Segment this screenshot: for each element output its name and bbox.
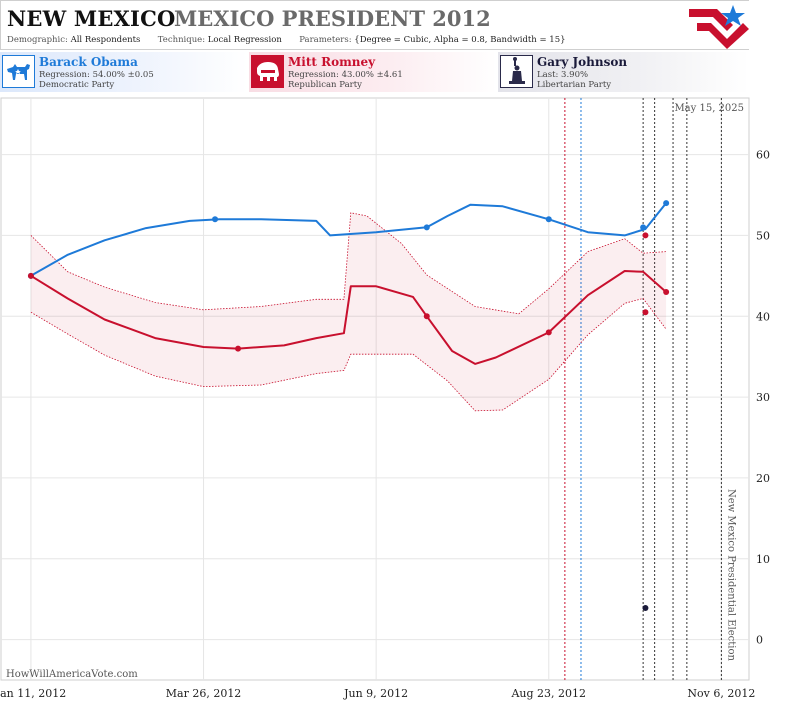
obama-poll-point	[423, 224, 430, 231]
romney-poll-point	[27, 272, 34, 279]
romney-poll-point	[545, 329, 552, 336]
donkey-icon	[2, 55, 35, 88]
parameters-value: {Degree = Cubic, Alpha = 0.8, Bandwidth …	[354, 35, 566, 45]
plot-frame	[0, 97, 750, 681]
y-tick-label: 30	[756, 391, 770, 404]
romney-poll-point	[235, 345, 242, 352]
candidate-name: Gary Johnson	[537, 55, 628, 69]
election-label: New Mexico Presidential Election	[725, 489, 736, 662]
y-tick-label: 60	[756, 149, 770, 162]
obama-trend-line	[29, 202, 668, 277]
candidate-card-obama: Barack Obama Regression: 54.00% ±0.05 De…	[0, 52, 248, 92]
candidate-card-johnson: Gary Johnson Last: 3.90% Libertarian Par…	[498, 52, 749, 92]
candidate-name: Barack Obama	[39, 55, 138, 69]
y-tick-label: 40	[756, 310, 770, 323]
obama-poll-point	[212, 216, 219, 223]
state-title: NEW MEXICO	[7, 6, 176, 31]
x-tick-label: Jun 9, 2012	[343, 687, 408, 700]
x-tick-label: Jan 11, 2012	[0, 687, 66, 700]
date-stamp: May 15, 2025	[674, 103, 744, 114]
candidate-stat: Regression: 43.00% ±4.61	[288, 70, 403, 80]
statue-of-liberty-icon	[500, 55, 533, 88]
technique-key: Technique:	[157, 35, 206, 45]
elephant-icon	[251, 55, 284, 88]
candidate-party: Democratic Party	[39, 80, 115, 90]
romney-poll-point	[642, 232, 649, 239]
candidate-party: Republican Party	[288, 80, 362, 90]
x-tick-label: Aug 23, 2012	[510, 687, 586, 700]
y-tick-label: 0	[756, 634, 763, 647]
obama-poll-point	[663, 200, 670, 207]
candidate-name: Mitt Romney	[288, 55, 376, 69]
johnson-poll-point	[642, 605, 649, 612]
parameters-line: Demographic: All Respondents Technique: …	[7, 35, 566, 45]
demographic-key: Demographic:	[7, 35, 68, 45]
poll-chart: 0 10 20 30 40 50 60 Jan 11, 2012 Mar 26, 2012 Jun…	[0, 97, 770, 700]
romney-upper-bound	[30, 212, 667, 315]
chart-header: NEW MEXICO MEXICO PRESIDENT 2012 Demogra…	[0, 0, 749, 50]
demographic-value: All Respondents	[70, 35, 141, 45]
x-tick-label: Mar 26, 2012	[166, 687, 242, 700]
y-tick-label: 20	[756, 472, 770, 485]
candidate-card-romney: Mitt Romney Regression: 43.00% ±4.61 Rep…	[249, 52, 497, 92]
x-tick-label: Nov 6, 2012	[687, 687, 755, 700]
romney-poll-point	[642, 309, 649, 316]
candidate-party: Libertarian Party	[537, 80, 612, 90]
parameters-key: Parameters:	[299, 35, 352, 45]
candidate-stat: Last: 3.90%	[537, 70, 589, 80]
watermark: HowWillAmericaVote.com	[6, 669, 138, 680]
site-logo-icon	[689, 5, 749, 49]
y-tick-label: 50	[756, 229, 770, 242]
romney-confidence-band	[30, 212, 667, 411]
romney-poll-point	[663, 289, 670, 295]
obama-poll-point	[545, 216, 552, 223]
race-title: MEXICO PRESIDENT 2012	[174, 6, 491, 31]
y-tick-label: 10	[756, 553, 770, 566]
technique-value: Local Regression	[207, 35, 282, 45]
candidate-stat: Regression: 54.00% ±0.05	[39, 70, 154, 80]
romney-trend-line	[29, 270, 668, 365]
obama-poll-point	[640, 224, 647, 231]
romney-poll-point	[423, 313, 430, 320]
